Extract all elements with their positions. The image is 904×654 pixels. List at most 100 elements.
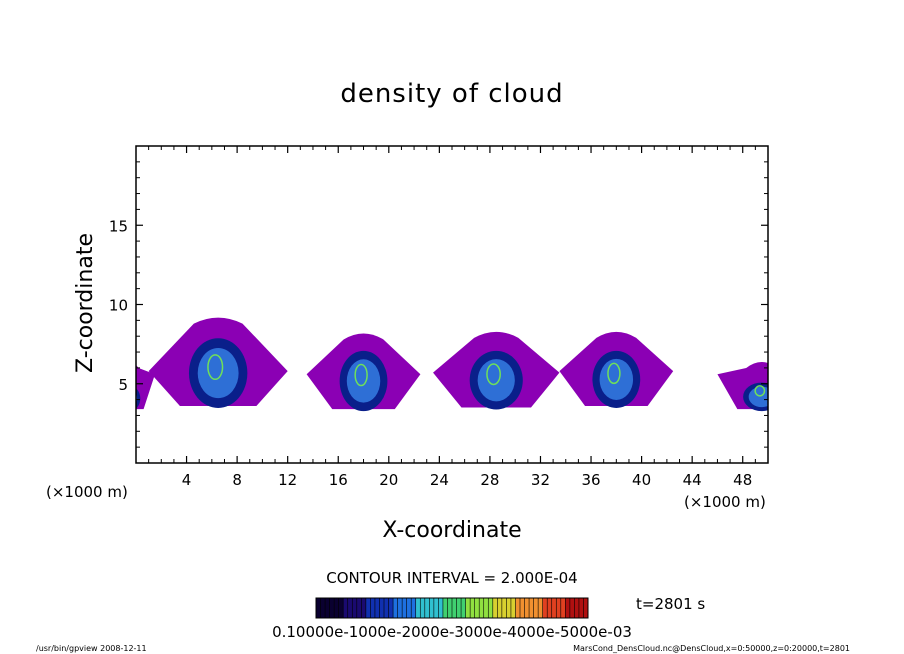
colorbar-bin [470,598,476,618]
colorbar-bin [542,598,548,618]
colorbar-bin [510,598,516,618]
plot-frame [135,145,769,464]
colorbar-bin [433,598,439,618]
x-tick-label: 40 [632,471,651,489]
cloud-core-region [197,347,239,399]
x-tick-label: 8 [232,471,242,489]
colorbar-bin [479,598,485,618]
colorbar-bin [393,598,399,618]
colorbar-bin [538,598,544,618]
x-tick-label: 4 [182,471,192,489]
cloud-peak-contour [754,385,766,397]
colorbar-bin [361,598,367,618]
colorbar-bin [547,598,553,618]
cloud-mid-region [136,388,141,409]
colorbar-bin [492,598,498,618]
colorbar-bin [583,598,589,618]
cloud-peak-contour [486,363,501,386]
colorbar-bin [506,598,512,618]
x-tick-label: 48 [733,471,752,489]
colorbar-bin [461,598,467,618]
y-tick-label: 5 [118,376,128,394]
y-axis: 5 10 15 [109,161,768,448]
colorbar-bin [365,598,371,618]
colorbar-bin [465,598,471,618]
colorbar-bin [578,598,584,618]
colorbar-bin [501,598,507,618]
x-tick-label: 16 [329,471,348,489]
colorbar-bin [316,598,322,618]
x-axis: 4 8 12 16 20 24 28 32 36 40 44 48 [148,146,756,489]
colorbar-bin [556,598,562,618]
footer-right: MarsCond_DensCloud.nc@DensCloud,x=0:5000… [573,644,850,653]
colorbar-bin [483,598,489,618]
x-tick-label: 20 [379,471,398,489]
colorbar-tick-labels: 0.10000e-1000e-2000e-3000e-4000e-5000e-0… [272,623,632,641]
x-tick-label: 32 [531,471,550,489]
colorbar-bin [515,598,521,618]
colorbar-bin [565,598,571,618]
y-tick-label: 10 [109,297,128,315]
colorbar-bin [424,598,430,618]
cloud-density-field [136,317,768,412]
colorbar-bin [325,598,331,618]
colorbar-bin [329,598,335,618]
colorbar-bin [560,598,566,618]
colorbar-bin [551,598,557,618]
colorbar-bin [524,598,530,618]
cloud-outer-region [136,365,155,410]
x-tick-label: 36 [581,471,600,489]
y-tick-label: 15 [109,217,128,235]
time-label: t=2801 s [636,595,705,613]
colorbar-bin [356,598,362,618]
x-unit-label-left: (×1000 m) [46,483,128,501]
chart-title: density of cloud [340,79,563,109]
footer-left: /usr/bin/gpview 2008-12-11 [36,644,147,653]
colorbar-bin [347,598,353,618]
colorbar-bin [488,598,494,618]
x-tick-label: 24 [430,471,449,489]
colorbar-bin [415,598,421,618]
colorbar-bin [497,598,503,618]
colorbar-bin [406,598,412,618]
x-axis-label: X-coordinate [382,518,521,543]
colorbar-bin [569,598,575,618]
colorbar-bin [370,598,376,618]
colorbar-bin [520,598,526,618]
cloud-peak-contour [207,354,224,381]
colorbar-bin [474,598,480,618]
colorbar-bin [529,598,535,618]
cloud-core-region [748,386,768,408]
contour-interval-label: CONTOUR INTERVAL = 2.000E-04 [326,569,577,587]
x-unit-label-right: (×1000 m) [684,493,766,511]
colorbar-bin [447,598,453,618]
x-tick-label: 12 [278,471,297,489]
colorbar-bin [456,598,462,618]
colorbar-bin [452,598,458,618]
colorbar-bin [402,598,408,618]
x-tick-label: 44 [683,471,702,489]
cloud-peak-contour [354,363,368,387]
colorbar-bin [420,598,426,618]
colorbar-bin [574,598,580,618]
colorbar-bin [334,598,340,618]
colorbar-bin [338,598,344,618]
colorbar-frame [315,597,589,619]
colorbar-bin [411,598,417,618]
colorbar-bin [320,598,326,618]
colorbar-bin [388,598,394,618]
y-axis-label: Z-coordinate [73,233,98,373]
colorbar-bin [438,598,444,618]
x-tick-label: 28 [480,471,499,489]
colorbar-bin [442,598,448,618]
colorbar-bin [533,598,539,618]
colorbar-bin [343,598,349,618]
colorbar-bin [384,598,390,618]
colorbar-bin [379,598,385,618]
cloud-peak-contour [607,362,621,385]
colorbar [315,598,589,618]
colorbar-bin [352,598,358,618]
colorbar-bin [374,598,380,618]
colorbar-bin [429,598,435,618]
